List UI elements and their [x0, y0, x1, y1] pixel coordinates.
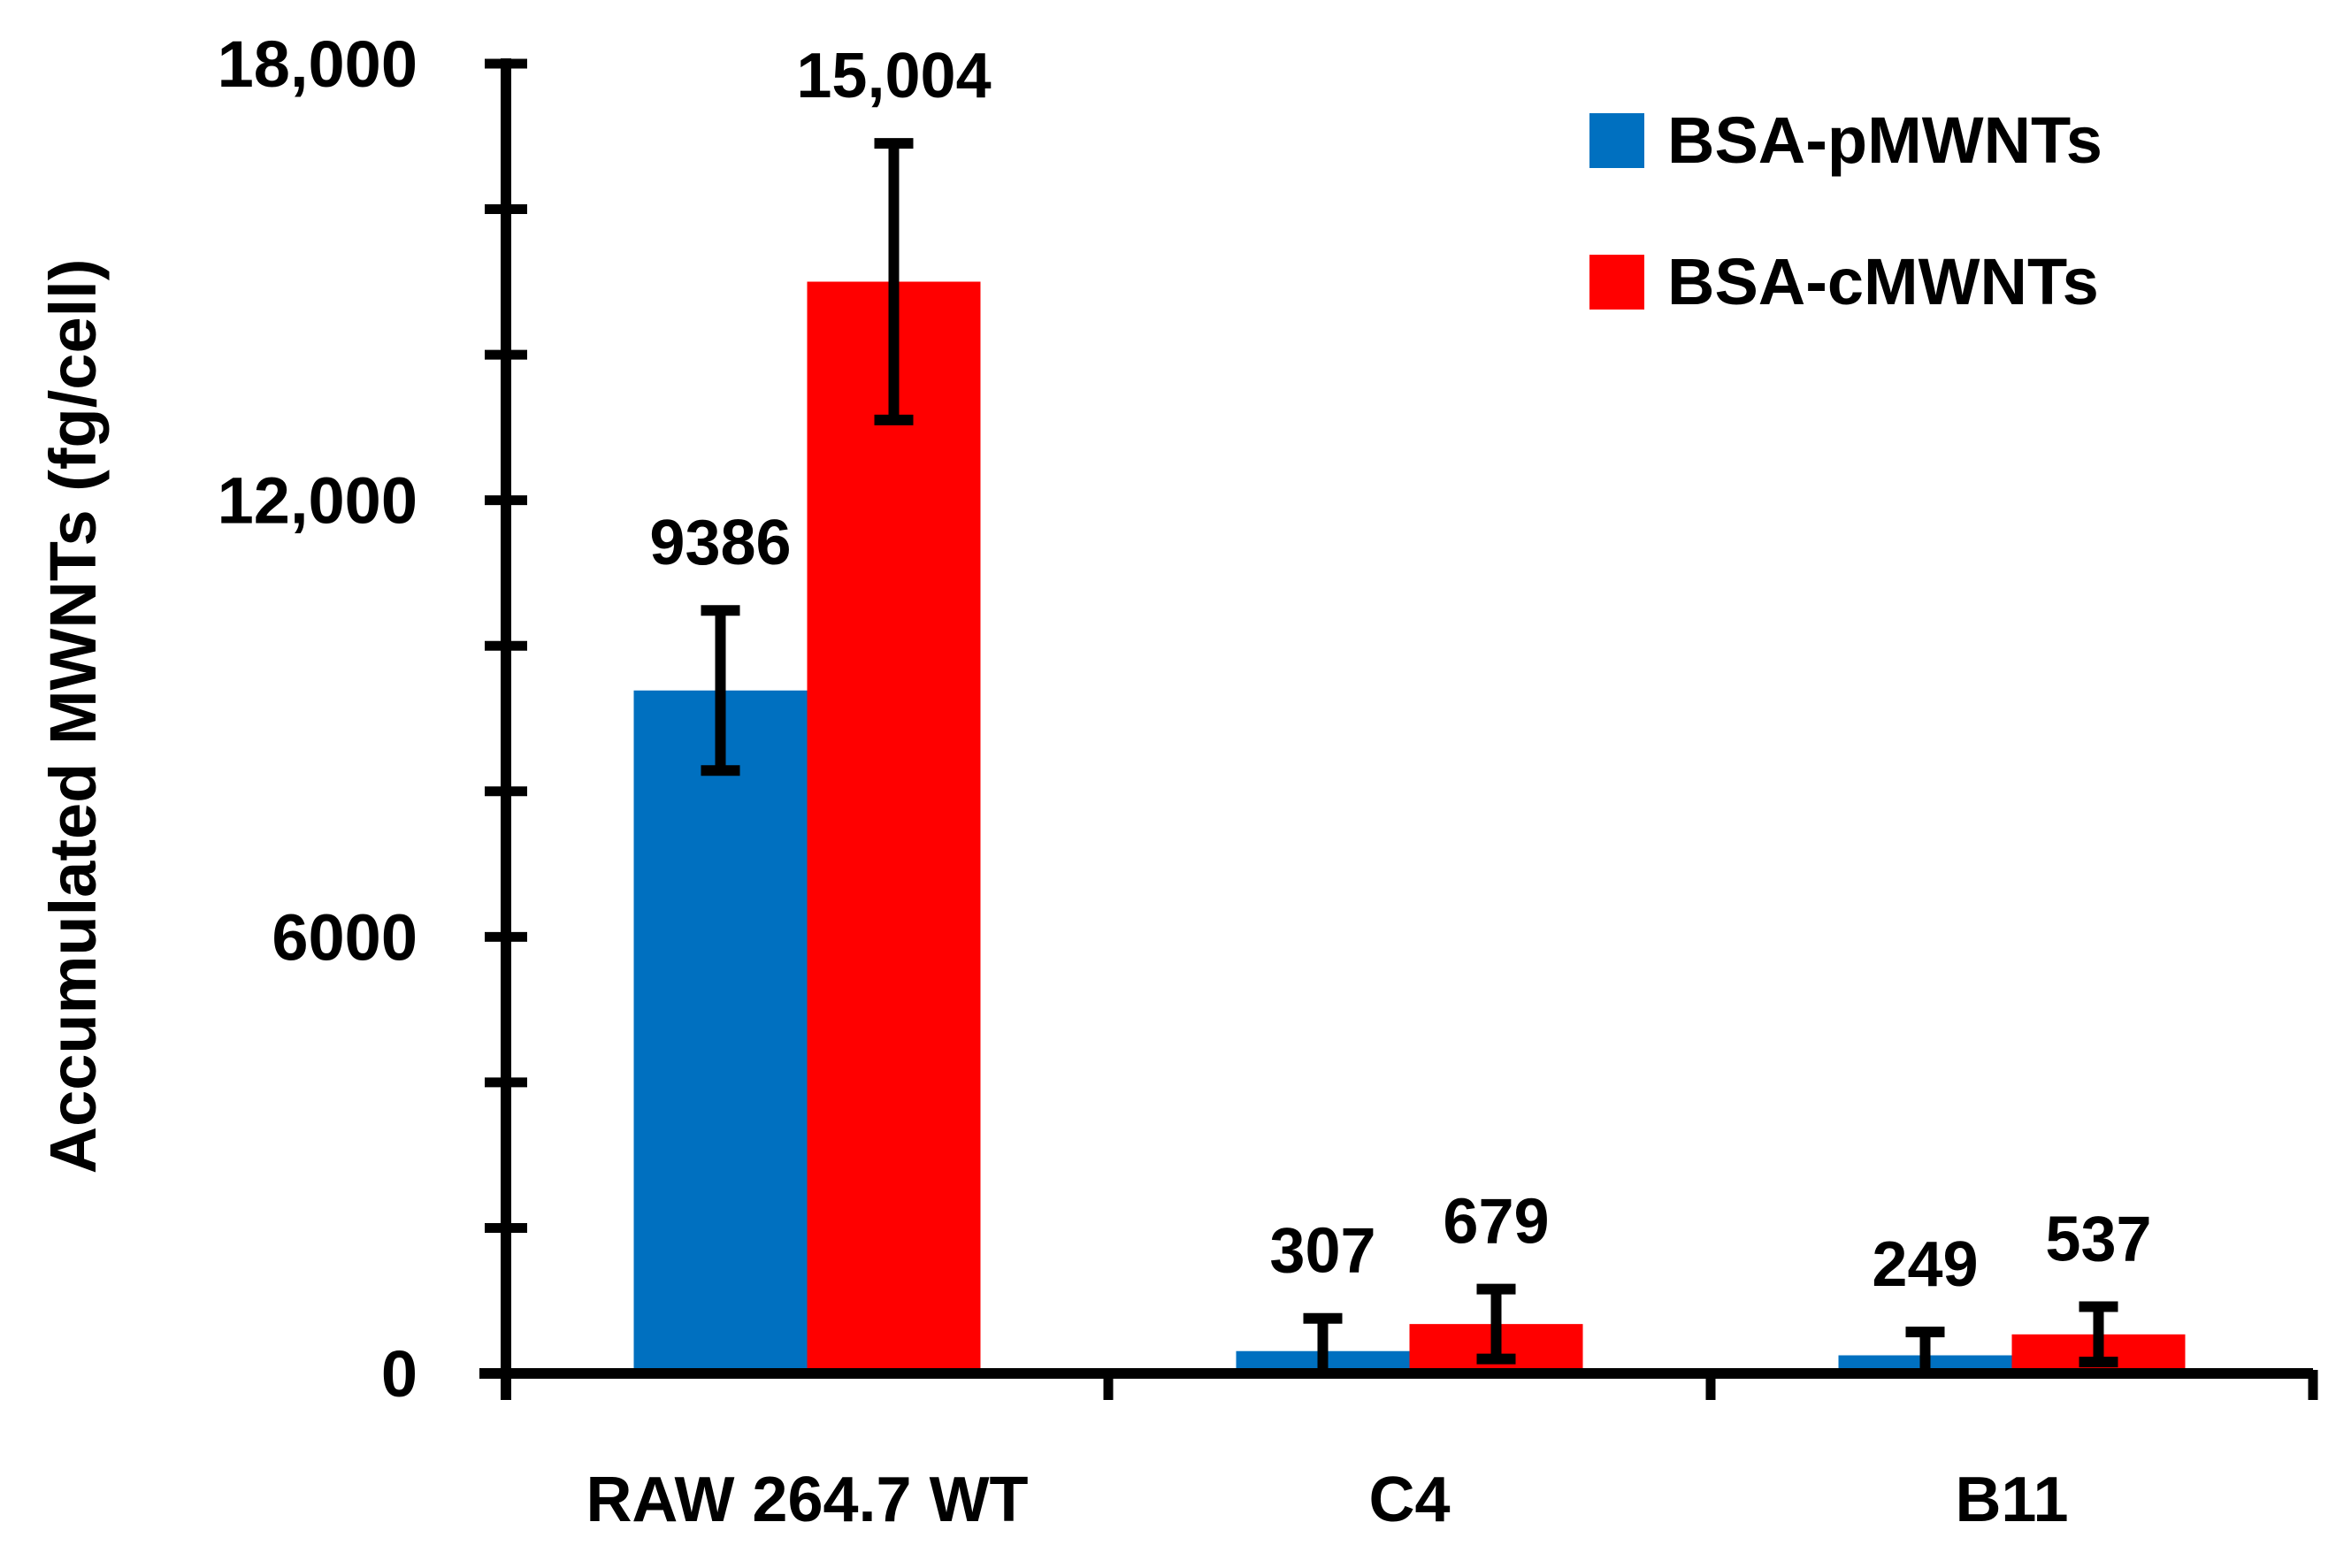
- error-bars-layer: [701, 138, 2118, 1379]
- bars-layer: [633, 281, 2186, 1374]
- data-label: 537: [2045, 1205, 2151, 1275]
- ticks-layer: [485, 58, 2318, 1400]
- y-axis-title: Accumulated MWNTs (fg/cell): [36, 259, 110, 1174]
- data-label: 679: [1443, 1187, 1549, 1258]
- legend: BSA-pMWNTs BSA-cMWNTs: [1589, 103, 2102, 318]
- bar-bsa-cmwnts: [807, 281, 981, 1374]
- category-label: RAW 264.7 WT: [586, 1465, 1028, 1535]
- y-tick-label: 18,000: [218, 27, 417, 101]
- bar-bsa-pmwnts: [633, 690, 808, 1373]
- y-tick-label: 12,000: [218, 464, 417, 538]
- legend-swatch: [1589, 255, 1644, 310]
- legend-label: BSA-cMWNTs: [1667, 245, 2099, 318]
- category-label: B11: [1955, 1465, 2068, 1535]
- category-label: C4: [1368, 1465, 1450, 1535]
- y-tick-label: 6000: [272, 900, 417, 974]
- legend-label: BSA-pMWNTs: [1667, 103, 2102, 177]
- data-label: 307: [1269, 1216, 1375, 1287]
- axes-layer: [479, 58, 2313, 1400]
- y-tick-label: 0: [381, 1337, 417, 1411]
- data-label: 15,004: [796, 41, 991, 111]
- labels-layer: 0 6000 12,000 18,000 RAW 264.7 WT C4 B11 9386 30…: [218, 27, 2152, 1535]
- data-label: 9386: [649, 508, 791, 578]
- legend-swatch: [1589, 113, 1644, 168]
- data-label: 249: [1872, 1229, 1978, 1300]
